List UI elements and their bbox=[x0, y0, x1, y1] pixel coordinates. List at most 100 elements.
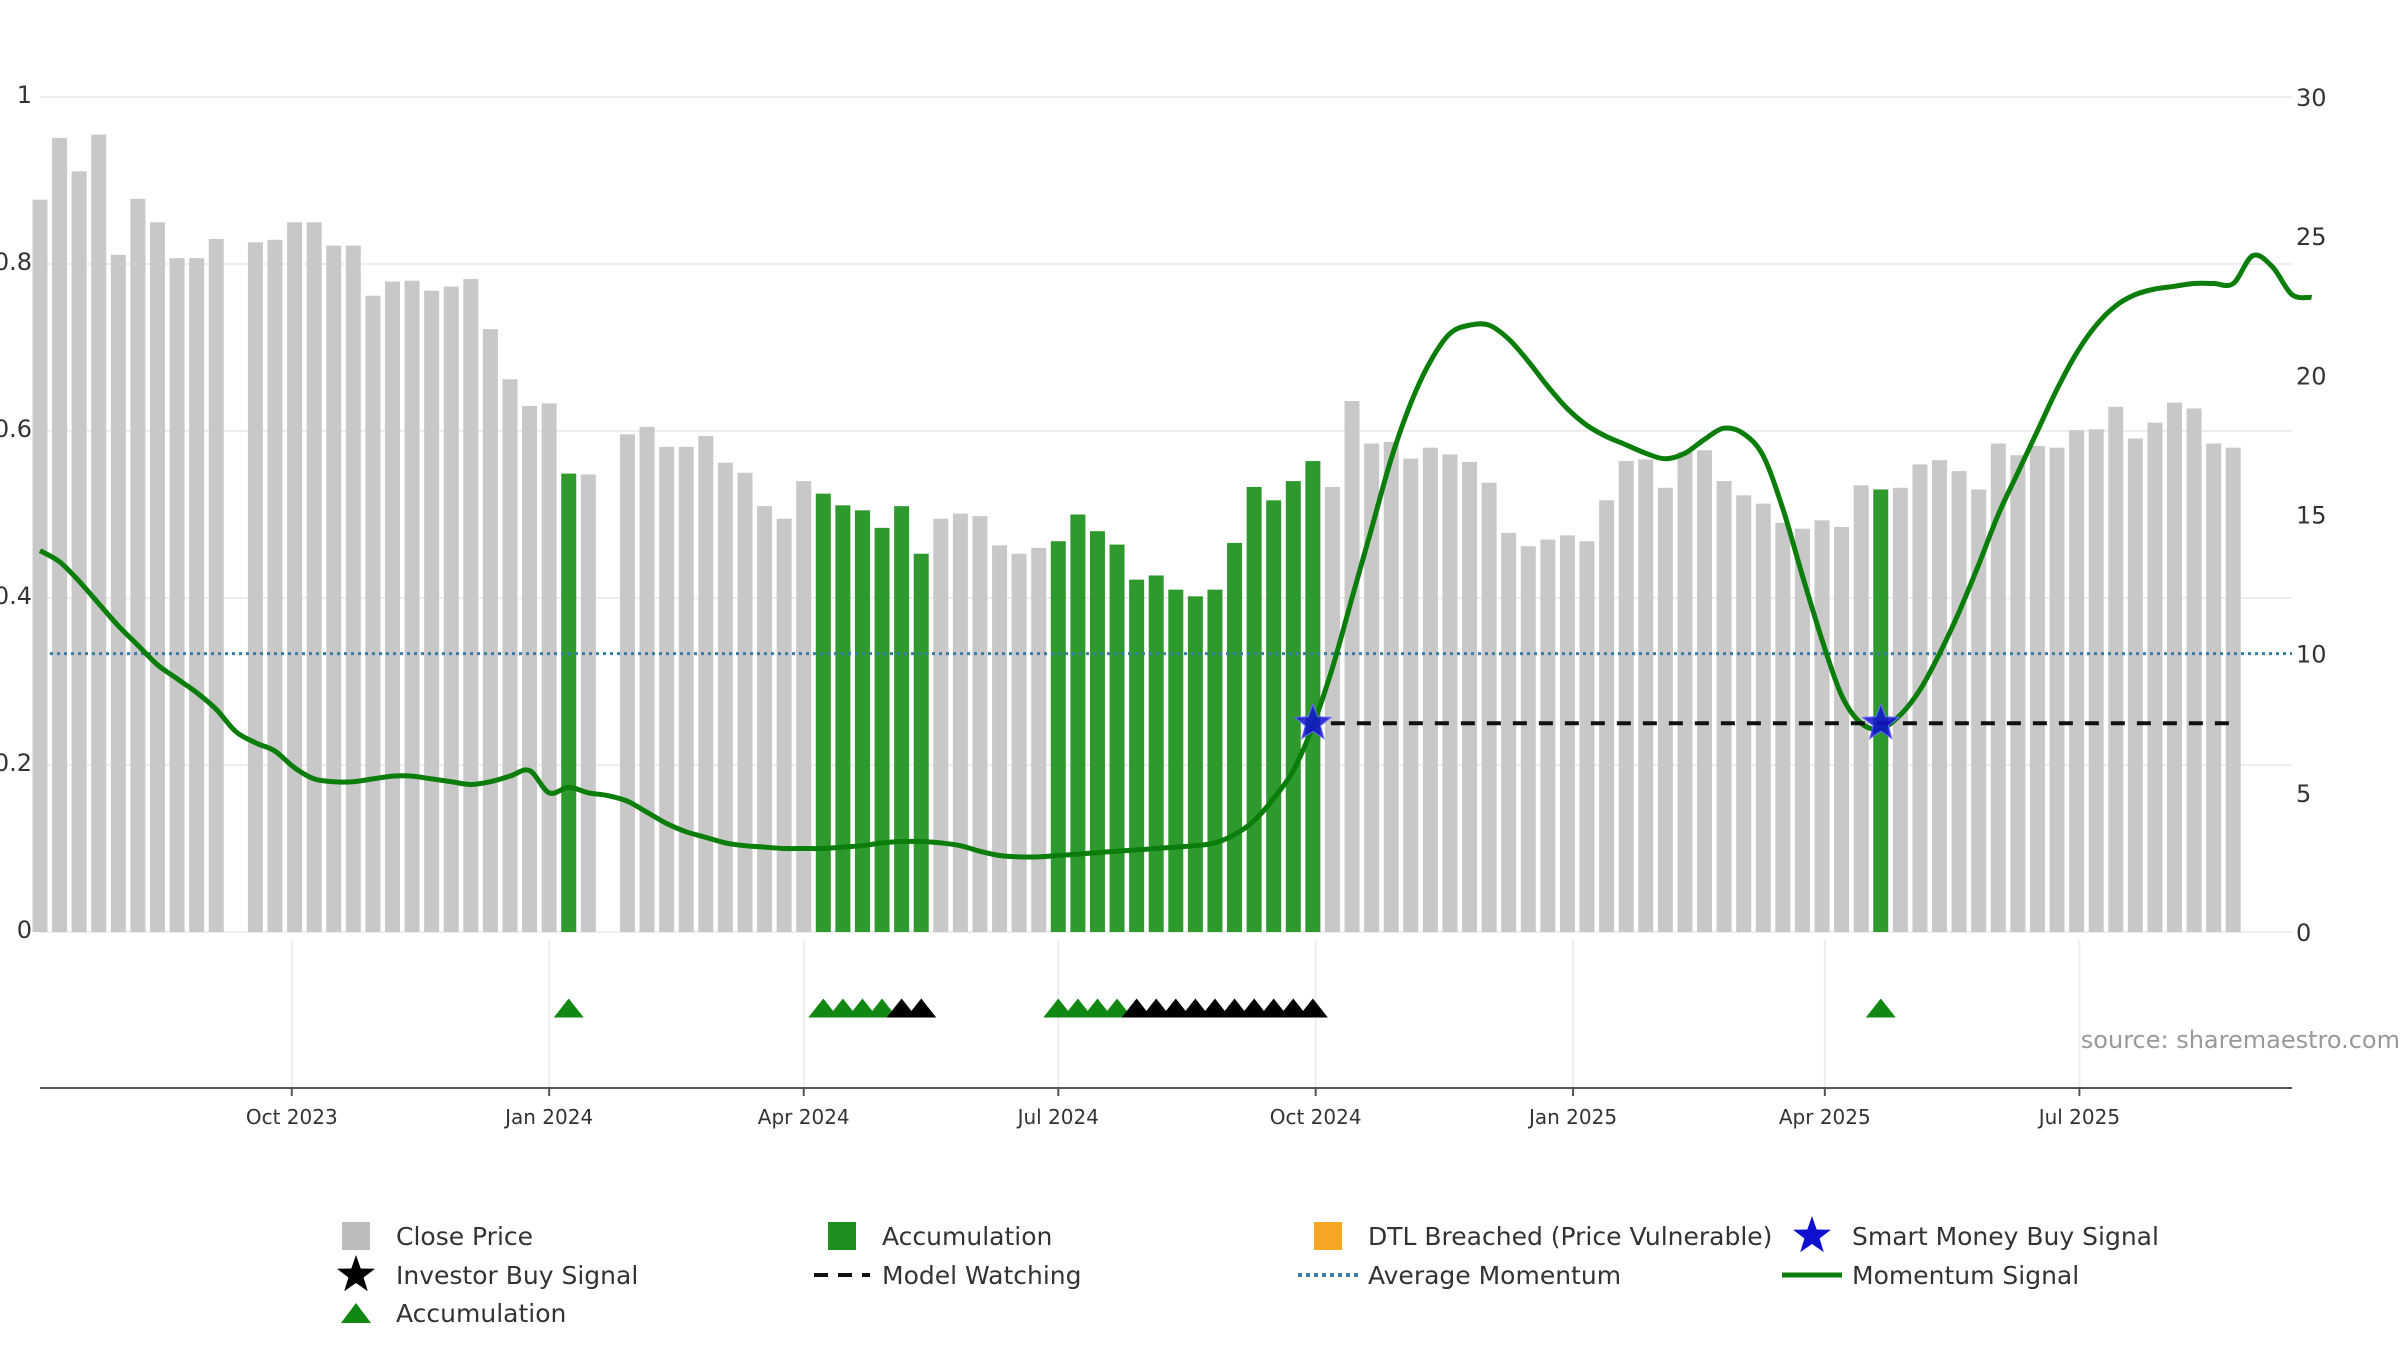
close-price-bar bbox=[776, 518, 792, 932]
investor-buy-triangle bbox=[1239, 998, 1270, 1018]
accumulation-triangle bbox=[867, 998, 898, 1018]
source-label: source: sharemaestro.com bbox=[2081, 1026, 2400, 1054]
accumulation-bar bbox=[913, 553, 929, 932]
investor-buy-triangle bbox=[1297, 998, 1328, 1018]
right-tick-label: 15 bbox=[2296, 502, 2327, 530]
accumulation-triangle bbox=[1062, 998, 1093, 1018]
close-price-bar bbox=[130, 198, 146, 932]
legend-label: Accumulation bbox=[396, 1299, 566, 1328]
close-price-bar bbox=[384, 281, 400, 932]
right-tick-label: 10 bbox=[2296, 641, 2327, 669]
close-price-bar bbox=[992, 545, 1008, 932]
close-price-bar bbox=[502, 379, 518, 933]
smart-money-star bbox=[1293, 702, 1333, 740]
close-price-bar bbox=[424, 290, 440, 933]
accumulation-bar bbox=[1148, 575, 1164, 932]
close-price-bar bbox=[2186, 408, 2202, 933]
close-price-bar bbox=[1618, 461, 1634, 932]
close-price-bar bbox=[2049, 447, 2065, 932]
legend: Close Price Accumulation DTL Breached (Pri… bbox=[337, 1216, 2159, 1328]
right-tick-label: 25 bbox=[2296, 223, 2327, 251]
close-price-bar bbox=[463, 279, 479, 932]
accumulation-bar bbox=[854, 510, 870, 932]
accumulation-bar bbox=[1305, 461, 1321, 932]
close-price-bar bbox=[1657, 487, 1673, 932]
accumulation-bar bbox=[874, 527, 890, 932]
close-price-bar bbox=[972, 516, 988, 932]
investor-buy-triangle bbox=[1160, 998, 1191, 1018]
close-price-bar bbox=[1951, 471, 1967, 932]
accumulation-bar bbox=[1168, 589, 1184, 932]
legend-item: Smart Money Buy Signal bbox=[1793, 1216, 2159, 1253]
close-price-bar bbox=[952, 513, 968, 932]
close-price-bar bbox=[1990, 443, 2006, 932]
close-price-bar bbox=[522, 405, 538, 932]
close-price-bar bbox=[1794, 528, 1810, 932]
legend-item: DTL Breached (Price Vulnerable) bbox=[1314, 1222, 1772, 1251]
accumulation-bar bbox=[1246, 486, 1262, 932]
close-price-bar bbox=[933, 518, 949, 932]
investor-buy-triangle bbox=[1121, 998, 1152, 1018]
close-price-bar bbox=[52, 137, 68, 933]
investor-buy-triangle bbox=[1199, 998, 1230, 1018]
signal-triangles bbox=[553, 998, 1896, 1018]
close-price-bar bbox=[1383, 441, 1399, 932]
x-tick-label: Jan 2024 bbox=[503, 1105, 593, 1129]
close-price-bar bbox=[71, 171, 87, 932]
accumulation-bar bbox=[1129, 579, 1145, 932]
accumulation-bar bbox=[1207, 589, 1223, 932]
close-price-bar bbox=[698, 436, 714, 932]
close-price-bar bbox=[404, 280, 420, 932]
close-price-bar bbox=[365, 295, 381, 933]
x-tick-label: Apr 2025 bbox=[1779, 1105, 1871, 1129]
close-price-bar bbox=[1677, 451, 1693, 932]
accumulation-triangle bbox=[1082, 998, 1113, 1018]
accumulation-triangle bbox=[1043, 998, 1074, 1018]
accumulation-triangle bbox=[1102, 998, 1133, 1018]
legend-item: Average Momentum bbox=[1298, 1261, 1621, 1290]
close-price-bar bbox=[91, 134, 107, 932]
accumulation-triangle bbox=[847, 998, 878, 1018]
close-price-bar bbox=[1501, 532, 1517, 932]
close-price-bar bbox=[1716, 481, 1732, 932]
close-price-bar bbox=[1481, 482, 1497, 932]
legend-label: Smart Money Buy Signal bbox=[1852, 1222, 2159, 1251]
close-price-bar bbox=[287, 222, 303, 932]
close-price-bar bbox=[2010, 455, 2026, 932]
close-price-bar bbox=[1011, 553, 1027, 932]
x-tick-label: Oct 2023 bbox=[246, 1105, 338, 1129]
accumulation-triangle bbox=[808, 998, 839, 1018]
legend-triangle-icon bbox=[341, 1303, 371, 1323]
accumulation-bar bbox=[1187, 596, 1203, 932]
right-tick-label: 30 bbox=[2296, 84, 2327, 112]
close-price-bar bbox=[796, 481, 812, 932]
close-price-bar bbox=[1403, 458, 1419, 932]
close-price-bar bbox=[1853, 485, 1869, 932]
close-price-bar bbox=[149, 222, 165, 932]
legend-item: Model Watching bbox=[814, 1261, 1082, 1290]
x-tick-label: Apr 2024 bbox=[758, 1105, 850, 1129]
legend-star-icon bbox=[1793, 1216, 1831, 1253]
accumulation-bar bbox=[1050, 541, 1066, 932]
legend-label: Accumulation bbox=[882, 1222, 1052, 1251]
close-price-bar bbox=[678, 446, 694, 932]
close-price-bar bbox=[2225, 447, 2241, 932]
close-price-bar bbox=[267, 239, 283, 932]
close-price-bar bbox=[2206, 443, 2222, 932]
accumulation-triangle bbox=[827, 998, 858, 1018]
accumulation-bar bbox=[1089, 531, 1105, 932]
right-tick-label: 5 bbox=[2296, 780, 2311, 808]
legend-label: Momentum Signal bbox=[1852, 1261, 2079, 1290]
close-price-bar bbox=[580, 474, 596, 932]
close-price-bar bbox=[1559, 535, 1575, 932]
close-price-bar bbox=[1364, 443, 1380, 932]
close-price-bar bbox=[1755, 503, 1771, 932]
left-tick-label: 0.4 bbox=[0, 582, 32, 610]
accumulation-bar bbox=[835, 505, 851, 932]
close-price-bar bbox=[1540, 539, 1556, 932]
accumulation-triangle bbox=[1865, 998, 1896, 1018]
close-price-bar bbox=[482, 329, 498, 932]
close-price-bar bbox=[1462, 461, 1478, 932]
